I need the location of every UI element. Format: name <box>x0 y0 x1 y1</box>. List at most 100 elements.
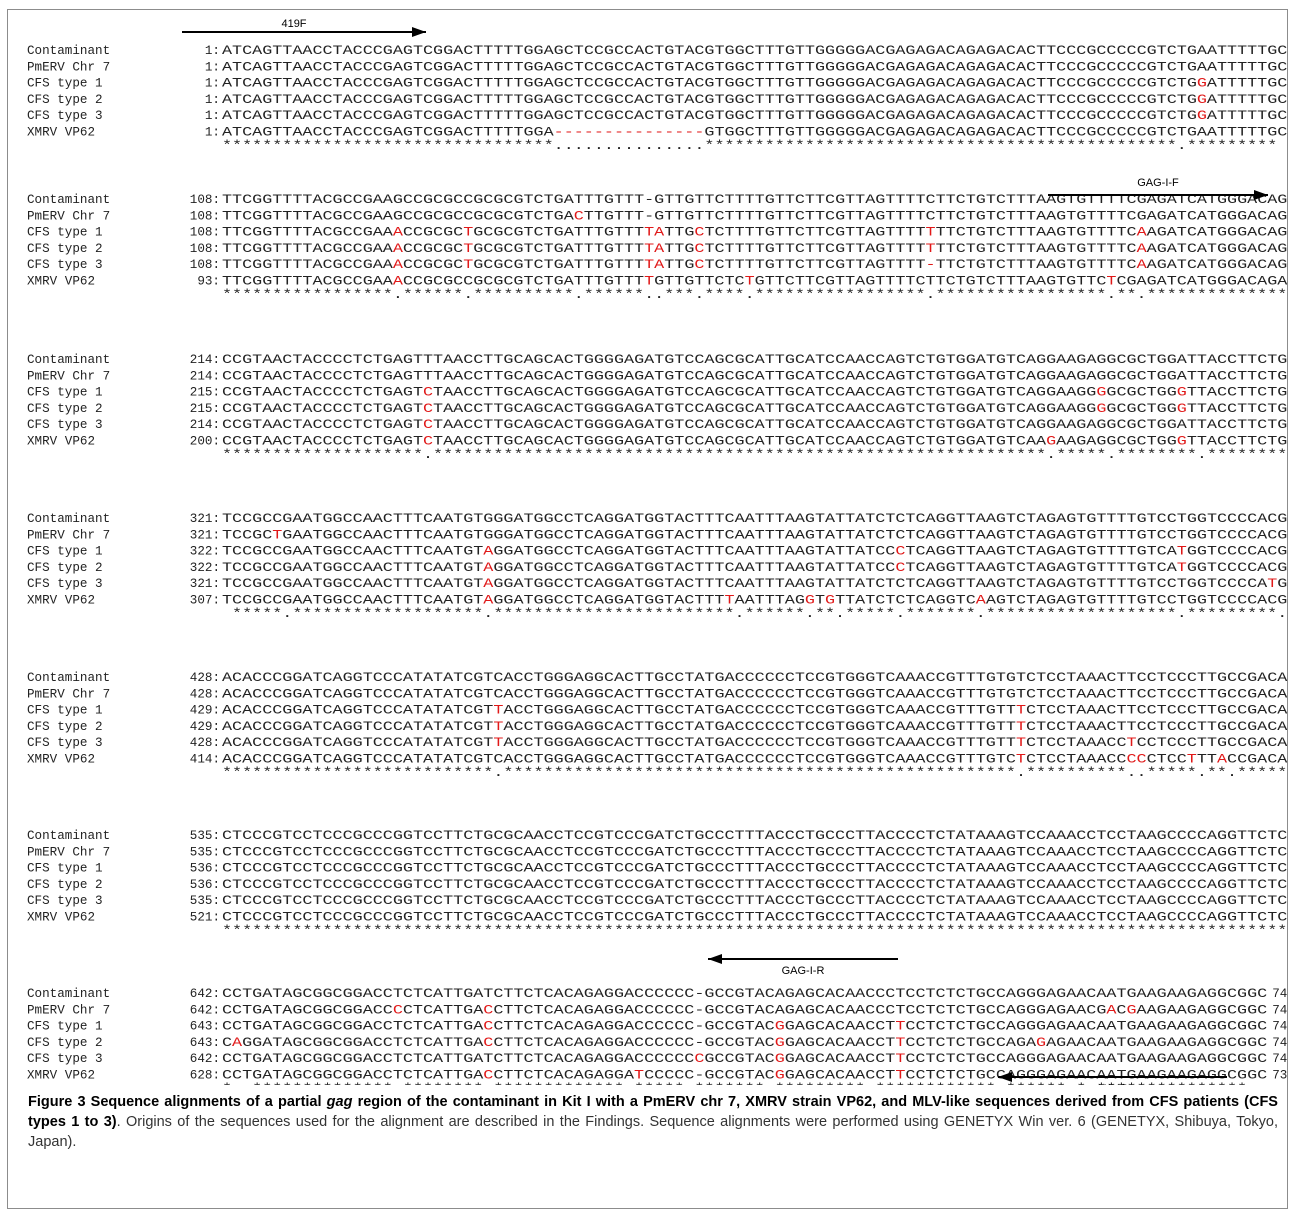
sequence-residues: ATCAGTTAACCTACCCGAGTCGGACTTTTTGGAGCTCCGC… <box>222 60 1287 74</box>
start-position: 1: <box>205 77 220 91</box>
start-position: 535: <box>190 829 220 843</box>
sequence-label: PmERV Chr 7 <box>27 60 110 74</box>
sequence-residues: ATCAGTTAACCTACCCGAGTCGGACTTTTTGGAGCTCCGC… <box>222 93 1287 107</box>
sequence-label: CFS type 2 <box>27 720 103 734</box>
sequence-label: XMRV VP62 <box>27 753 95 767</box>
alignment-row: CFS type 1 1: ATCAGTTAACCTACCCGAGTCGGACTTT… <box>27 77 1287 91</box>
sequence-label: XMRV VP62 <box>27 275 95 289</box>
start-position: 535: <box>190 894 220 908</box>
alignment-row: CFS type 3 535: CTCCCGTCCTCCCGCCCGGTCCTTCT… <box>27 894 1287 908</box>
sequence-label: Contaminant <box>27 353 110 367</box>
start-position: 414: <box>190 753 220 767</box>
sequence-label: CFS type 2 <box>27 93 103 107</box>
sequence-residues: CCTGATAGCGGCGGACC C CTCATTGA C CTTCTCACAGAGG… <box>222 1003 1268 1017</box>
sequence-label: CFS type 3 <box>27 577 103 591</box>
sequence-residues: TCCGCCGAATGGCCAACTTTCAATGT A GGATGGCCTCAGG… <box>222 594 1287 608</box>
sequence-label: CFS type 3 <box>27 894 103 908</box>
alignment-row: CFS type 3 108: TTCGGTTTTACGCCGAA A CCGCGC T G… <box>27 258 1287 272</box>
start-position: 643: <box>190 1036 220 1050</box>
sequence-label: Contaminant <box>27 671 110 685</box>
alignment-row: PmERV Chr 7 1: ATCAGTTAACCTACCCGAGTCGGACTT… <box>27 60 1287 74</box>
start-position: 429: <box>190 720 220 734</box>
sequence-label: CFS type 1 <box>27 1020 103 1034</box>
alignment-row: XMRV VP62 1: ATCAGTTAACCTACCCGAGTCGGACTTTT… <box>27 126 1287 140</box>
start-position: 321: <box>190 577 220 591</box>
alignment-row: CFS type 3 1: ATCAGTTAACCTACCCGAGTCGGACTTT… <box>27 109 1287 123</box>
sequence-residues: CTCCCGTCCTCCCGCCCGGTCCTTCTGCGCAACCTCCGTC… <box>222 829 1287 843</box>
start-position: 321: <box>190 528 220 542</box>
sequence-residues: ACACCCGGATCAGGTCCCATATATCGT T ACCTGGGAGGCA… <box>222 704 1287 718</box>
sequence-residues: ATCAGTTAACCTACCCGAGTCGGACTTTTTGGAGCTCCGC… <box>222 77 1287 91</box>
alignment-row: CFS type 2 643: C A GGATAGCGGCGGACCTCTCATTGA… <box>27 1036 1287 1050</box>
end-position: 746 <box>1272 1052 1287 1066</box>
alignment-row: CFS type 1 429: ACACCCGGATCAGGTCCCATATATCG… <box>27 704 1287 718</box>
start-position: 322: <box>190 545 220 559</box>
sequence-residues: CCGTAACTACCCCTCTGAGT C TAACCTTGCAGCACTGGGG… <box>222 418 1287 432</box>
alignment-row: CFS type 2 322: TCCGCCGAATGGCCAACTTTCAATGT… <box>27 561 1287 575</box>
alignment-row: PmERV Chr 7 108: TTCGGTTTTACGCCGAAGCCGCGCC… <box>27 209 1287 223</box>
sequence-residues: CTCCCGTCCTCCCGCCCGGTCCTTCTGCGCAACCTCCGTC… <box>222 845 1287 859</box>
alignment-row: CFS type 3 642: CCTGATAGCGGCGGACCTCTCATTGA… <box>27 1052 1287 1066</box>
alignment-row: CFS type 1 643: CCTGATAGCGGCGGACCTCTCATTGA… <box>27 1020 1287 1034</box>
sequence-residues: ATCAGTTAACCTACCCGAGTCGGACTTTTTGGA -------… <box>222 126 1287 140</box>
sequence-label: CFS type 1 <box>27 77 103 91</box>
alignment-row: PmERV Chr 7 642: CCTGATAGCGGCGGACC C CTCATTG… <box>27 1003 1287 1017</box>
sequence-label: CFS type 2 <box>27 1036 103 1050</box>
consensus-line: *****.*******************.**************… <box>222 607 1287 621</box>
sequence-residues: CCGTAACTACCCCTCTGAGTTTAACCTTGCAGCACTGGGG… <box>222 353 1287 367</box>
sequence-residues: CTCCCGTCCTCCCGCCCGGTCCTTCTGCGCAACCTCCGTC… <box>222 878 1287 892</box>
sequence-label: Contaminant <box>27 44 110 58</box>
alignment-row: CFS type 2 108: TTCGGTTTTACGCCGAA A CCGCGC T G… <box>27 242 1287 256</box>
caption-body: . Origins of the sequences used for the … <box>28 1114 1278 1150</box>
caption-title: Figure 3 Sequence alignments of a partia… <box>28 1094 1278 1130</box>
sequence-residues: CTCCCGTCCTCCCGCCCGGTCCTTCTGCGCAACCTCCGTC… <box>222 862 1287 876</box>
sequence-label: CFS type 3 <box>27 1052 103 1066</box>
sequence-residues: TCCGCCGAATGGCCAACTTTCAATGT A GGATGGCCTCAGG… <box>222 561 1287 575</box>
start-position: 215: <box>190 402 220 416</box>
alignment-block: Contaminant 535: CTCCCGTCCTCCCGCCCGGTCCTTC… <box>27 829 1287 938</box>
sequence-residues: TCCGCCGAATGGCCAACTTTCAATGT A GGATGGCCTCAGG… <box>222 545 1287 559</box>
alignment-row: XMRV VP62 93: TTCGGTTTTACGCCGAA A CCGCGCCGCG… <box>27 275 1287 289</box>
end-position: 746 <box>1272 1036 1287 1050</box>
start-position: 1: <box>205 126 220 140</box>
alignment-block: Contaminant 214: CCGTAACTACCCCTCTGAGTTTAAC… <box>27 353 1287 462</box>
sequence-label: Contaminant <box>27 987 110 1001</box>
alignment-row: CFS type 1 108: TTCGGTTTTACGCCGAA A CCGCGC T G… <box>27 226 1287 240</box>
alignment-row: CFS type 2 536: CTCCCGTCCTCCCGCCCGGTCCTTCT… <box>27 878 1287 892</box>
alignment-row: Contaminant 642: CCTGATAGCGGCGGACCTCTCATTG… <box>27 987 1287 1001</box>
sequence-label: PmERV Chr 7 <box>27 369 110 383</box>
alignment-row: XMRV VP62 414: ACACCCGGATCAGGTCCCATATATCGT… <box>27 753 1287 767</box>
sequence-label: XMRV VP62 <box>27 594 95 608</box>
start-position: 1: <box>205 60 220 74</box>
primer-arrow: GAG-I-R <box>708 954 898 977</box>
sequence-label: PmERV Chr 7 <box>27 1003 110 1017</box>
start-position: 1: <box>205 93 220 107</box>
sequence-label: CFS type 3 <box>27 258 103 272</box>
alignment-row: CFS type 3 428: ACACCCGGATCAGGTCCCATATATCG… <box>27 736 1287 750</box>
primer-label: GAG-I-R <box>782 965 825 977</box>
primer-label: 1154R <box>1097 1083 1129 1085</box>
end-position: 745 <box>1272 1003 1287 1017</box>
alignment-row: CFS type 3 321: TCCGCCGAATGGCCAACTTTCAATGT… <box>27 577 1287 591</box>
sequence-residues: CCGTAACTACCCCTCTGAGT C TAACCTTGCAGCACTGGGG… <box>222 435 1287 449</box>
sequence-label: CFS type 1 <box>27 386 103 400</box>
start-position: 108: <box>190 258 220 272</box>
primer-arrow: GAG-I-F <box>1048 177 1268 200</box>
sequence-residues: CCGTAACTACCCCTCTGAGTTTAACCTTGCAGCACTGGGG… <box>222 369 1287 383</box>
consensus-line: ***************************.************… <box>222 766 1287 780</box>
alignment-row: CFS type 1 536: CTCCCGTCCTCCCGCCCGGTCCTTCT… <box>27 862 1287 876</box>
primer-label: GAG-I-F <box>1137 177 1179 189</box>
sequence-label: CFS type 2 <box>27 242 103 256</box>
start-position: 322: <box>190 561 220 575</box>
start-position: 93: <box>197 275 220 289</box>
alignment-row: CFS type 2 215: CCGTAACTACCCCTCTGAGT C TAACC… <box>27 402 1287 416</box>
sequence-alignment: Contaminant 1: ATCAGTTAACCTACCCGAGTCGGACTT… <box>27 18 1287 1085</box>
consensus-line: *********************************.......… <box>222 139 1277 153</box>
consensus-line: *..**************.********.*************… <box>222 1082 1247 1085</box>
sequence-residues: ACACCCGGATCAGGTCCCATATATCGT T ACCTGGGAGGCA… <box>222 720 1287 734</box>
sequence-residues: ACACCCGGATCAGGTCCCATATATCGTCACCTGGGAGGCA… <box>222 671 1287 685</box>
alignment-row: Contaminant 108: TTCGGTTTTACGCCGAAGCCGCGCC… <box>27 193 1287 207</box>
start-position: 215: <box>190 386 220 400</box>
figure-panel: Contaminant 1: ATCAGTTAACCTACCCGAGTCGGACTT… <box>7 9 1288 1209</box>
sequence-residues: ATCAGTTAACCTACCCGAGTCGGACTTTTTGGAGCTCCGC… <box>222 109 1287 123</box>
